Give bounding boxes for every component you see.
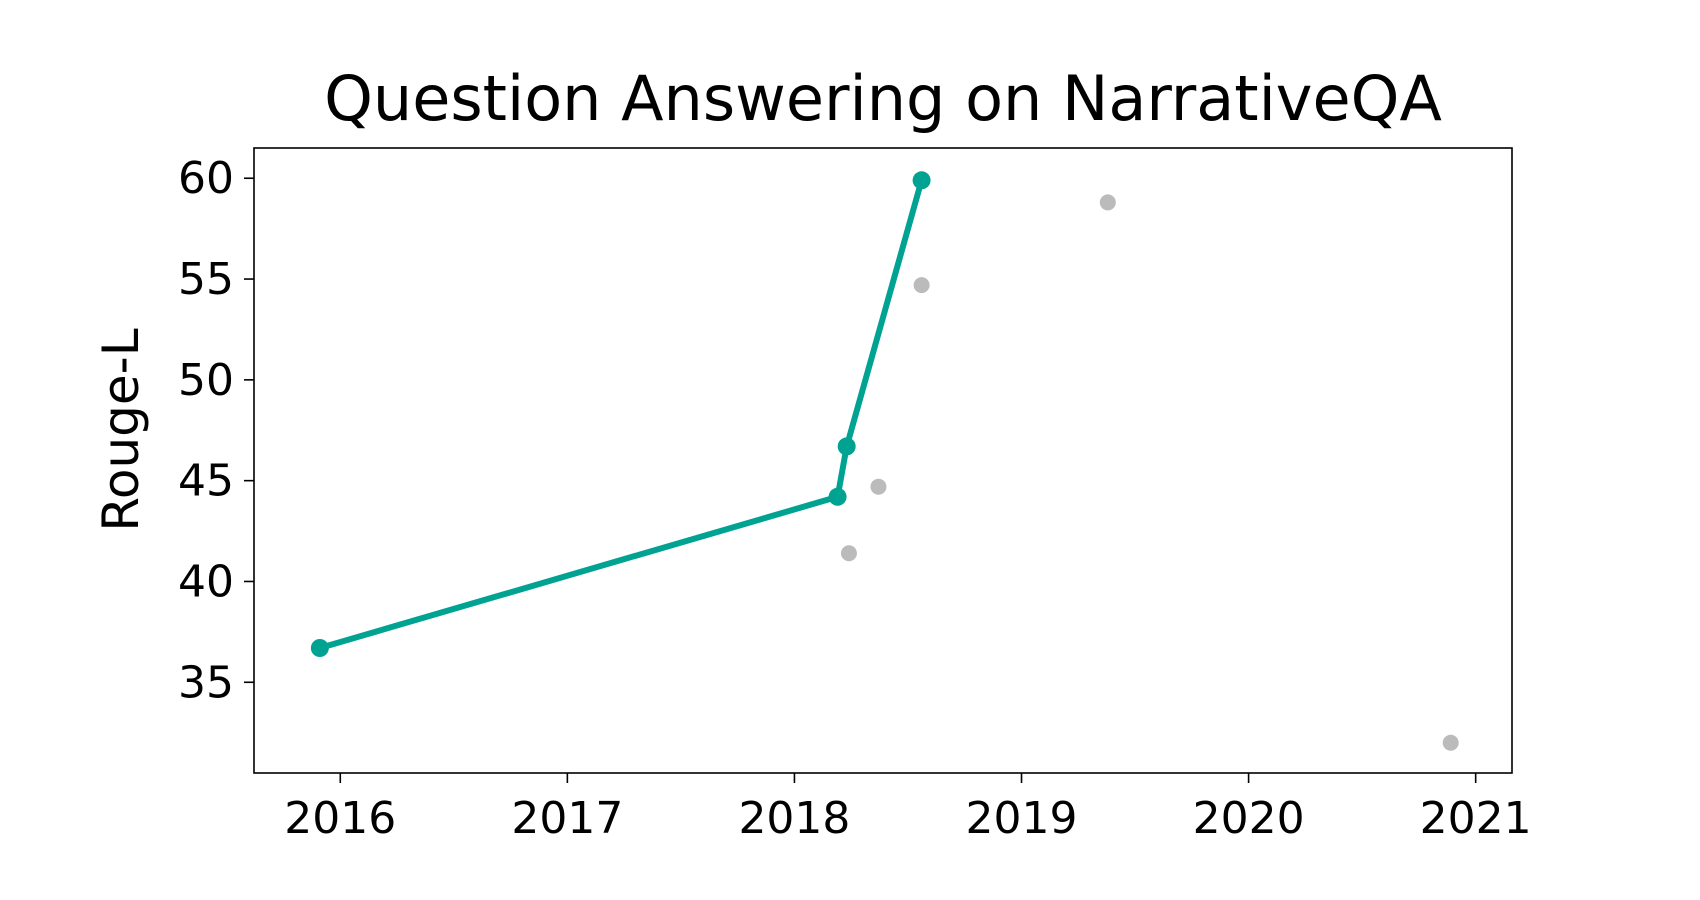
- other-point: [913, 277, 930, 294]
- sota-point: [912, 171, 931, 190]
- sota-point: [837, 437, 856, 456]
- series-layer: [310, 171, 1459, 751]
- y-tick-label: 45: [178, 456, 234, 507]
- y-tick-label: 55: [178, 254, 234, 305]
- other-point: [1099, 194, 1116, 211]
- sota-trend-line: [316, 177, 925, 651]
- sota-point: [310, 639, 329, 657]
- plot-frame: [253, 147, 1513, 774]
- x-tick-label: 2021: [1420, 793, 1532, 844]
- y-axis-label: Rouge-L: [92, 328, 150, 531]
- y-tick-label: 35: [178, 657, 234, 708]
- x-tick-label: 2019: [966, 793, 1078, 844]
- sota-point: [828, 487, 847, 506]
- x-tick-label: 2020: [1193, 793, 1305, 844]
- x-tick-label: 2017: [511, 793, 623, 844]
- other-point: [870, 478, 887, 495]
- other-point: [840, 545, 857, 562]
- x-tick-label: 2016: [284, 793, 396, 844]
- x-tick-label: 2018: [738, 793, 850, 844]
- other-point: [1442, 734, 1459, 751]
- chart-title: Question Answering on NarrativeQA: [324, 62, 1442, 135]
- y-tick-label: 40: [178, 556, 234, 607]
- ticks-layer: 2016 2017 2018 2019 2020 2021 35 40 45 50 55 60: [178, 153, 1532, 844]
- y-tick-label: 60: [178, 153, 234, 204]
- y-tick-label: 50: [178, 355, 234, 406]
